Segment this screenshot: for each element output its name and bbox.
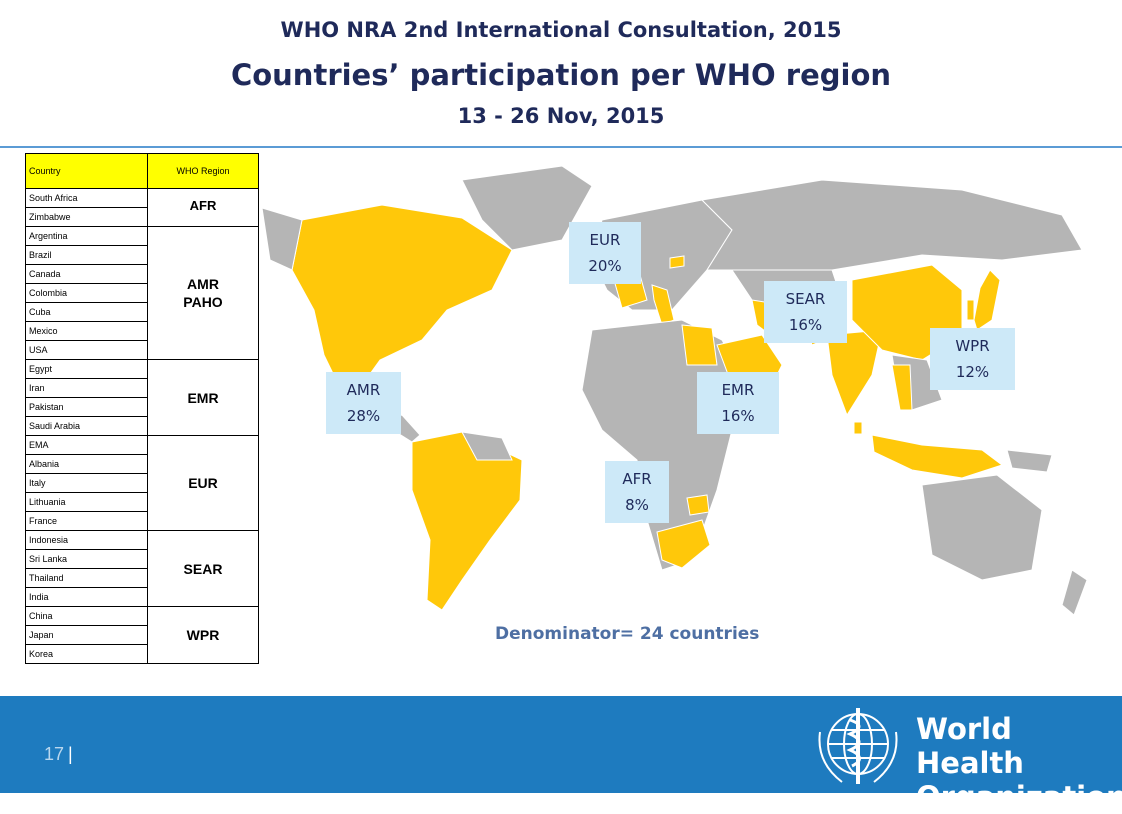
country-cell: Mexico [25,321,148,341]
country-cell: Colombia [25,283,148,303]
country-cell: EMA [25,435,148,455]
country-cell: Sri Lanka [25,549,148,569]
country-cell: Iran [25,378,148,398]
map-lithuania [669,255,685,269]
slide-header: WHO NRA 2nd International Consultation, … [0,0,1122,148]
country-cell: South Africa [25,188,148,208]
map-alaska [262,207,303,271]
map-indonesia [871,434,1004,479]
map-australia [921,474,1043,581]
country-cell: Lithuania [25,492,148,512]
country-cell: China [25,606,148,626]
label-emr: EMR 16% [697,372,779,434]
region-cell: AMR PAHO [147,226,259,360]
map-japan [973,269,1001,331]
table-row: South Africa AFR [25,188,259,227]
region-cell: WPR [147,606,259,664]
country-cell: Albania [25,454,148,474]
country-cell: Thailand [25,568,148,588]
header-who-region: WHO Region [147,153,259,189]
region-cell: AFR [147,188,259,227]
region-cell: EUR [147,435,259,531]
label-wpr: WPR 12% [930,328,1015,390]
table-row: Egypt EMR [25,359,259,436]
map-south-america-other [461,431,513,461]
map-sri-lanka [853,421,863,435]
map-greenland [461,165,593,251]
who-emblem-icon [818,708,898,784]
country-cell: India [25,587,148,607]
map-zimbabwe [686,494,710,516]
label-afr: AFR 8% [605,461,669,523]
country-cell: Canada [25,264,148,284]
country-cell: Zimbabwe [25,207,148,227]
country-cell: Brazil [25,245,148,265]
label-eur: EUR 20% [569,222,641,284]
date-range: 13 - 26 Nov, 2015 [457,104,665,128]
label-amr: AMR 28% [326,372,401,434]
denominator-note: Denominator= 24 countries [495,624,760,644]
who-wordmark: World Health Organization [916,712,1122,814]
map-north-america [291,204,513,423]
country-region-table: Country WHO Region South Africa AFR Zimbabwe… [25,153,259,664]
country-cell: Indonesia [25,530,148,550]
region-cell: SEAR [147,530,259,607]
map-new-zealand [1061,569,1088,616]
region-cell: EMR [147,359,259,436]
country-cell: Korea [25,644,148,664]
country-cell: Pakistan [25,397,148,417]
table-row: Argentina AMR PAHO [25,226,259,360]
map-thailand [891,364,913,411]
country-cell: France [25,511,148,531]
table-row: EMA EUR [25,435,259,531]
table-row: China WPR [25,606,259,664]
slide-title: Countries’ participation per WHO region [230,58,892,92]
country-cell: Italy [25,473,148,493]
country-cell: Egypt [25,359,148,379]
label-sear: SEAR 16% [764,281,847,343]
map-egypt [681,324,718,366]
map-korea [966,299,975,321]
map-russia [700,179,1083,271]
table-header-row: Country WHO Region [25,153,259,189]
page-number: 17 | [44,744,73,764]
table-row: Indonesia SEAR [25,530,259,607]
map-png [1006,449,1053,473]
country-cell: USA [25,340,148,360]
country-cell: Japan [25,625,148,645]
header-country: Country [25,153,148,189]
consultation-title: WHO NRA 2nd International Consultation, … [280,18,842,42]
slide-footer [0,696,1122,793]
header-divider [0,146,1122,148]
country-cell: Argentina [25,226,148,246]
country-cell: Cuba [25,302,148,322]
country-cell: Saudi Arabia [25,416,148,436]
table-row: Korea [25,644,259,664]
map-south-africa [656,519,711,569]
